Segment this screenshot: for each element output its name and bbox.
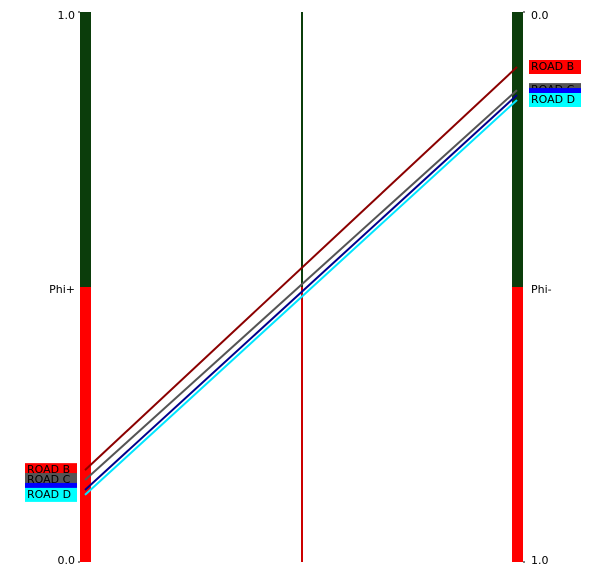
tick-label: 1.0: [531, 554, 549, 567]
tick-label: 0.0: [58, 554, 76, 567]
label-box: [25, 487, 77, 502]
label-box: [529, 60, 581, 74]
label-box: [529, 93, 581, 107]
tick-label: 0.0: [531, 9, 549, 22]
tick-label: 1.0: [58, 9, 76, 22]
axis-top: [512, 12, 523, 287]
axis-bottom: [80, 287, 91, 562]
series-line: [84, 94, 518, 491]
series-label: ROAD B: [27, 463, 70, 476]
series-line: [84, 99, 518, 496]
series-line: [84, 89, 518, 481]
axis-top: [80, 12, 91, 287]
axis-label: Phi-: [531, 283, 552, 296]
series-label: ROAD B: [531, 60, 574, 73]
series-label: ROAD D: [27, 488, 71, 501]
axis-label: Phi+: [49, 283, 75, 296]
axis-bottom: [512, 287, 523, 562]
series-line: [84, 66, 518, 471]
series-label: ROAD C: [27, 473, 71, 486]
series-label: ROAD D: [531, 93, 575, 106]
